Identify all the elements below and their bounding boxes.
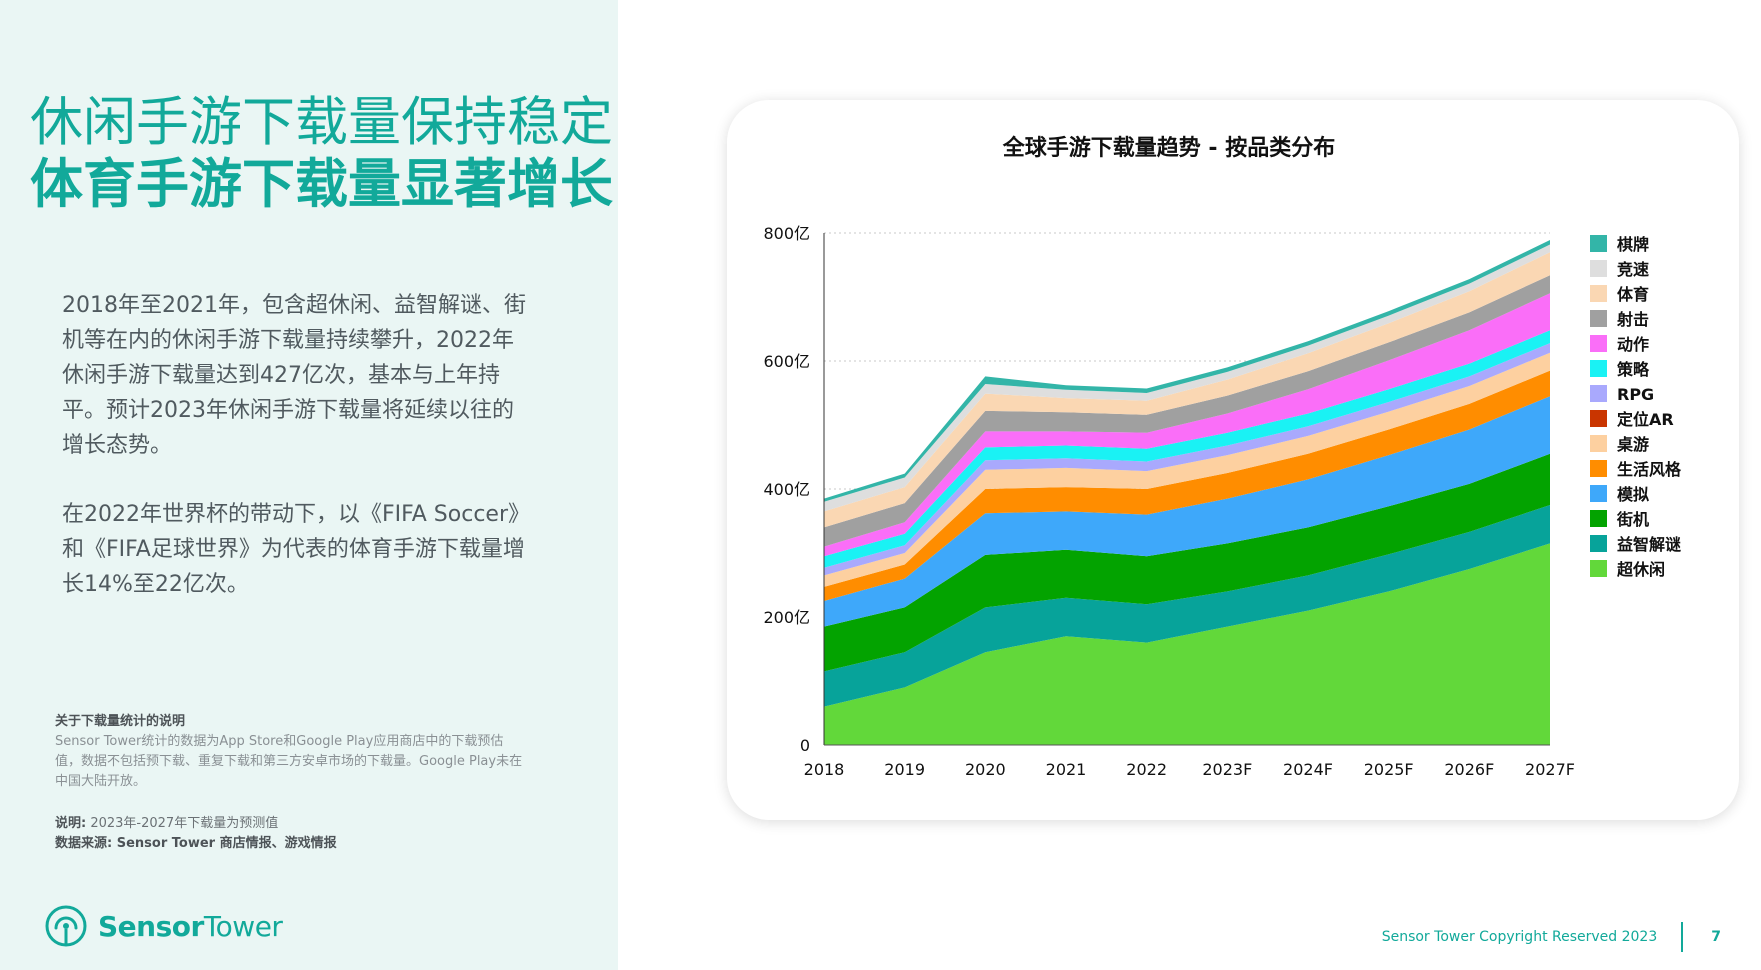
x-tick-label: 2020	[965, 760, 1006, 779]
legend-label: 定位AR	[1616, 410, 1674, 429]
legend-swatch	[1590, 435, 1607, 452]
left-panel: 休闲手游下载量保持稳定 体育手游下载量显著增长 2018年至2021年，包含超休…	[0, 0, 618, 970]
legend-label: 益智解谜	[1617, 535, 1682, 554]
x-tick-label: 2027F	[1525, 760, 1575, 779]
x-tick-label: 2025F	[1364, 760, 1414, 779]
x-tick-label: 2018	[804, 760, 845, 779]
legend-label: 棋牌	[1617, 235, 1649, 254]
stacked-area-chart: 全球手游下载量趋势 - 按品类分布 0 200亿 400亿 600亿 800亿 2018 20…	[763, 135, 1682, 779]
legend-swatch	[1590, 360, 1607, 377]
x-tick-label: 2019	[884, 760, 925, 779]
area-series	[824, 543, 1550, 745]
legend-label: 动作	[1617, 335, 1649, 354]
data-source: 数据来源: Sensor Tower 商店情报、游戏情报	[55, 836, 337, 851]
area-series	[824, 330, 1550, 568]
body-paragraph-2: 在2022年世界杯的带动下，以《FIFA Soccer》和《FIFA足球世界》为…	[62, 502, 531, 597]
legend-label: 街机	[1616, 510, 1649, 529]
logo-word-sensor: Sensor	[98, 909, 204, 943]
legend-label: 超休闲	[1616, 560, 1665, 579]
y-tick-label: 0	[800, 736, 810, 755]
x-tick-label: 2023F	[1202, 760, 1252, 779]
headline-line1: 休闲手游下载量保持稳定	[30, 92, 613, 153]
legend-swatch	[1590, 410, 1607, 427]
y-tick-label: 400亿	[763, 480, 810, 499]
page-number: 7	[1711, 929, 1721, 945]
y-tick-label: 600亿	[763, 352, 810, 371]
area-series	[824, 396, 1550, 627]
footer-copyright: Sensor Tower Copyright Reserved 2023	[1381, 929, 1658, 945]
area-series	[824, 252, 1550, 528]
area-series	[824, 453, 1550, 672]
x-tick-label: 2026F	[1444, 760, 1494, 779]
legend-label: 体育	[1617, 285, 1649, 304]
legend-label: 桌游	[1617, 435, 1649, 454]
page-headline: 休闲手游下载量保持稳定 体育手游下载量显著增长	[30, 92, 613, 216]
legend-swatch	[1590, 385, 1607, 402]
meta-info: 说明: 2023年-2027年下载量为预测值 数据来源: Sensor Towe…	[55, 814, 337, 854]
legend-swatch	[1590, 485, 1607, 502]
download-note: 关于下载量统计的说明 Sensor Tower统计的数据为App Store和G…	[55, 712, 525, 792]
area-series	[824, 293, 1550, 557]
legend-swatch	[1590, 310, 1607, 327]
body-paragraph-1: 2018年至2021年，包含超休闲、益智解谜、街机等在内的休闲手游下载量持续攀升…	[62, 293, 526, 458]
legend-label: RPG	[1617, 385, 1654, 404]
legend-swatch	[1590, 235, 1607, 252]
explain-text: 2023年-2027年下载量为预测值	[90, 816, 279, 831]
logo-wordmark: SensorTower	[98, 909, 283, 943]
chart-title: 全球手游下载量趋势 - 按品类分布	[1002, 135, 1335, 161]
area-series	[824, 275, 1550, 547]
legend-swatch	[1590, 535, 1607, 552]
page-footer: Sensor Tower Copyright Reserved 2023 7	[1382, 922, 1721, 952]
sensor-tower-logo: SensorTower	[44, 904, 283, 948]
x-tick-label: 2022	[1126, 760, 1167, 779]
sensor-tower-logo-icon	[45, 905, 87, 947]
area-series	[824, 505, 1550, 707]
legend-swatch	[1590, 460, 1607, 477]
chart-card: 全球手游下载量趋势 - 按品类分布 0 200亿 400亿 600亿 800亿 2018 20…	[727, 100, 1739, 820]
legend-label: 策略	[1616, 360, 1650, 379]
legend-swatch	[1590, 285, 1607, 302]
legend-label: 竞速	[1617, 260, 1649, 279]
explain-label: 说明:	[55, 816, 87, 831]
legend-swatch	[1590, 560, 1607, 577]
x-tick-label: 2021	[1046, 760, 1087, 779]
area-series	[824, 370, 1550, 601]
legend-swatch	[1590, 260, 1607, 277]
footer-divider	[1681, 922, 1684, 952]
headline-line2: 体育手游下载量显著增长	[30, 154, 613, 215]
area-series	[824, 244, 1550, 512]
y-tick-label: 200亿	[763, 608, 810, 627]
area-series	[824, 343, 1550, 576]
note-text: Sensor Tower统计的数据为App Store和Google Play应…	[55, 734, 523, 789]
x-tick-label: 2024F	[1283, 760, 1333, 779]
y-tick-label: 800亿	[763, 224, 810, 243]
legend-swatch	[1590, 335, 1607, 352]
note-title: 关于下载量统计的说明	[55, 714, 186, 729]
area-series	[824, 352, 1550, 587]
legend-swatch	[1590, 510, 1607, 527]
legend-label: 生活风格	[1617, 460, 1682, 479]
legend-label: 射击	[1616, 310, 1649, 329]
legend-label: 模拟	[1617, 485, 1649, 504]
logo-word-tower: Tower	[203, 909, 283, 943]
